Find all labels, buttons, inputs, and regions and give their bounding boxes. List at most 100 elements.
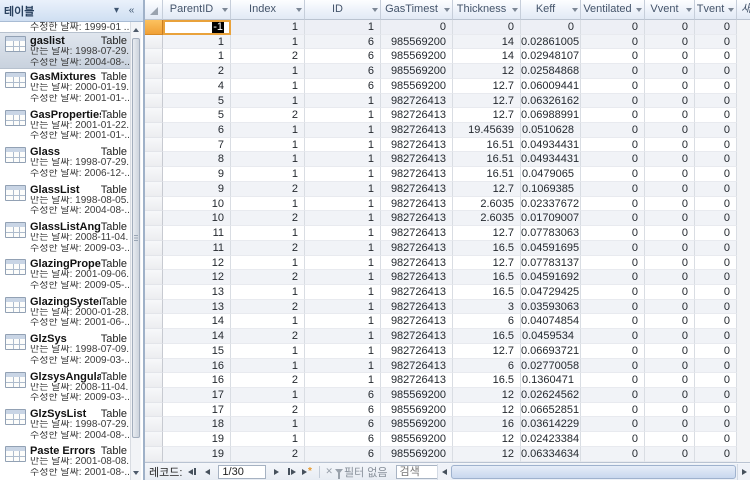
cell-vvent[interactable]: 0	[645, 284, 695, 300]
cell-tvent[interactable]: 0	[695, 446, 737, 462]
cell-tvent[interactable]: 0	[695, 20, 737, 35]
cell-ventilated[interactable]: 0	[581, 167, 645, 182]
cell-index[interactable]: 1	[231, 387, 305, 403]
cell-vvent[interactable]: 0	[645, 387, 695, 403]
cell-ventilated[interactable]: 0	[581, 20, 645, 35]
cell-tvent[interactable]: 0	[695, 108, 737, 124]
cell-vvent[interactable]: 0	[645, 34, 695, 50]
cell-thickness[interactable]: 6	[453, 314, 521, 330]
current-cell[interactable]: -1	[163, 20, 231, 35]
cell-ventilated[interactable]: 0	[581, 373, 645, 388]
cell-parentid[interactable]: 13	[163, 299, 231, 315]
cell-tvent[interactable]: 0	[695, 358, 737, 374]
cell-ventilated[interactable]: 0	[581, 152, 645, 168]
cell-id[interactable]: 1	[305, 299, 381, 315]
cell-id[interactable]: 6	[305, 387, 381, 403]
cell-tvent[interactable]: 0	[695, 432, 737, 447]
cell-thickness[interactable]: 16.5	[453, 240, 521, 256]
cell-parentid[interactable]: 16	[163, 373, 231, 388]
cell-keff[interactable]: 0.07783063	[521, 226, 581, 241]
cell-parentid[interactable]: 19	[163, 446, 231, 462]
cell-keff[interactable]: 0.0459534	[521, 329, 581, 344]
cell-tvent[interactable]: 0	[695, 196, 737, 212]
cell-index[interactable]: 2	[231, 299, 305, 315]
cell-thickness[interactable]: 16.51	[453, 152, 521, 168]
cell-index[interactable]: 2	[231, 373, 305, 388]
cell-tvent[interactable]: 0	[695, 93, 737, 109]
filter-dropdown-icon[interactable]	[636, 8, 642, 12]
cell-vvent[interactable]: 0	[645, 240, 695, 256]
cell-keff[interactable]: 0.04591695	[521, 240, 581, 256]
cell-ventilated[interactable]: 0	[581, 78, 645, 94]
cell-thickness[interactable]: 12.7	[453, 93, 521, 109]
cell-keff[interactable]: 0.02584868	[521, 64, 581, 79]
cell-ventilated[interactable]: 0	[581, 123, 645, 138]
cell-gastimest[interactable]: 982726413	[381, 314, 453, 330]
cell-vvent[interactable]: 0	[645, 373, 695, 388]
record-selector[interactable]	[145, 20, 163, 35]
next-record-button[interactable]	[269, 465, 284, 479]
select-all-corner[interactable]	[145, 0, 163, 20]
cell-index[interactable]: 1	[231, 20, 305, 35]
cell-ventilated[interactable]: 0	[581, 314, 645, 330]
record-selector[interactable]	[145, 299, 163, 315]
record-selector[interactable]	[145, 446, 163, 462]
filter-dropdown-icon[interactable]	[686, 8, 692, 12]
cell-id[interactable]: 1	[305, 329, 381, 344]
scroll-down-button[interactable]	[131, 466, 141, 479]
cell-vvent[interactable]: 0	[645, 343, 695, 359]
record-selector[interactable]	[145, 343, 163, 359]
cell-id[interactable]: 1	[305, 314, 381, 330]
cell-keff[interactable]: 0.02861005	[521, 34, 581, 50]
cell-gastimest[interactable]: 982726413	[381, 329, 453, 344]
sidebar-item-glzsyslist[interactable]: GlzSysList Table 만든 날짜: 1998-07-29... 수정한 날…	[0, 406, 131, 443]
cell-id[interactable]: 1	[305, 137, 381, 153]
navigation-pane-header[interactable]: 테이블 ▾ «	[0, 0, 143, 22]
sidebar-item-glasslist[interactable]: GlassList Table 만든 날짜: 1998-08-05... 수정한 날짜…	[0, 182, 131, 219]
cell-tvent[interactable]: 0	[695, 343, 737, 359]
cell-id[interactable]: 1	[305, 167, 381, 182]
record-selector[interactable]	[145, 152, 163, 168]
record-selector[interactable]	[145, 255, 163, 271]
cell-index[interactable]: 2	[231, 211, 305, 227]
cell-keff[interactable]: 0.06693721	[521, 343, 581, 359]
cell-keff[interactable]: 0.1069385	[521, 181, 581, 197]
cell-gastimest[interactable]: 982726413	[381, 108, 453, 124]
cell-vvent[interactable]: 0	[645, 196, 695, 212]
cell-id[interactable]: 6	[305, 446, 381, 462]
cell-parentid[interactable]: 8	[163, 152, 231, 168]
cell-thickness[interactable]: 16.5	[453, 373, 521, 388]
previous-record-button[interactable]	[200, 465, 215, 479]
cell-id[interactable]: 1	[305, 211, 381, 227]
cell-thickness[interactable]: 14	[453, 49, 521, 65]
cell-ventilated[interactable]: 0	[581, 343, 645, 359]
cell-gastimest[interactable]: 982726413	[381, 196, 453, 212]
record-selector[interactable]	[145, 417, 163, 433]
cell-ventilated[interactable]: 0	[581, 34, 645, 50]
sidebar-scrollbar[interactable]	[130, 22, 141, 480]
record-selector[interactable]	[145, 432, 163, 447]
sidebar-item-glass[interactable]: Glass Table 만든 날짜: 1998-07-29... 수정한 날짜: 20…	[0, 144, 131, 181]
cell-gastimest[interactable]: 982726413	[381, 211, 453, 227]
cell-parentid[interactable]: 15	[163, 343, 231, 359]
cell-tvent[interactable]: 0	[695, 123, 737, 138]
cell-ventilated[interactable]: 0	[581, 270, 645, 285]
cell-parentid[interactable]: 11	[163, 240, 231, 256]
cell-ventilated[interactable]: 0	[581, 93, 645, 109]
nav-pane-dropdown-icon[interactable]: ▾	[113, 5, 120, 16]
cell-tvent[interactable]: 0	[695, 284, 737, 300]
last-record-button[interactable]	[284, 465, 299, 479]
cell-id[interactable]: 1	[305, 20, 381, 35]
filter-dropdown-icon[interactable]	[222, 8, 228, 12]
cell-gastimest[interactable]: 985569200	[381, 402, 453, 418]
filter-status[interactable]: ✕ 필터 없음	[325, 464, 395, 480]
cell-keff[interactable]: 0.06009441	[521, 78, 581, 94]
cell-id[interactable]: 1	[305, 196, 381, 212]
cell-tvent[interactable]: 0	[695, 387, 737, 403]
cell-thickness[interactable]: 12	[453, 446, 521, 462]
filter-dropdown-icon[interactable]	[512, 8, 518, 12]
cell-gastimest[interactable]: 982726413	[381, 152, 453, 168]
cell-vvent[interactable]: 0	[645, 20, 695, 35]
cell-vvent[interactable]: 0	[645, 93, 695, 109]
